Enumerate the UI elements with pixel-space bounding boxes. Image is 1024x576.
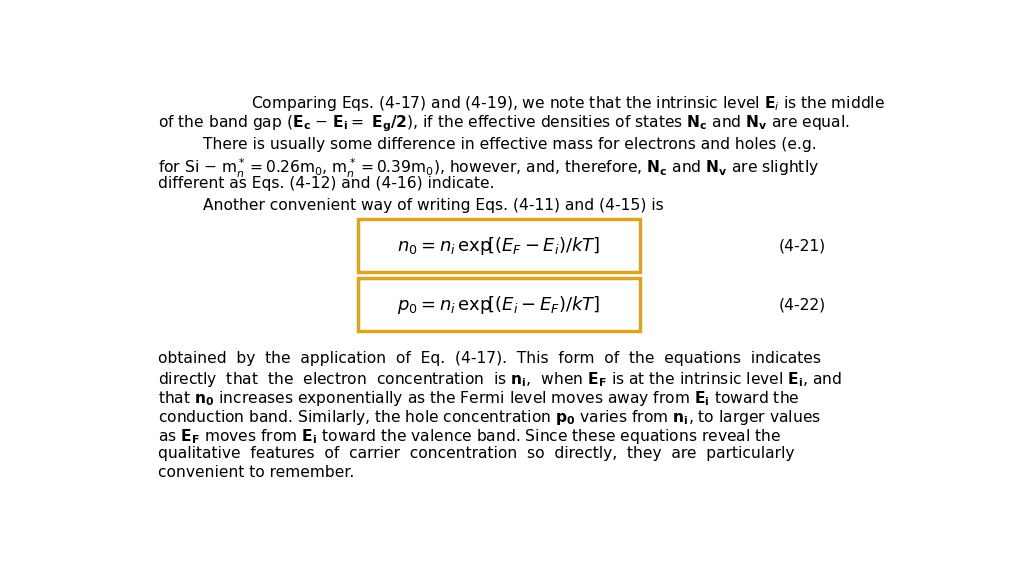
- Text: Comparing Eqs. (4-17) and (4-19), we note that the intrinsic level $\mathbf{E}_i: Comparing Eqs. (4-17) and (4-19), we not…: [251, 93, 885, 112]
- Text: that $\mathbf{n_0}$ increases exponentially as the Fermi level moves away from $: that $\mathbf{n_0}$ increases exponentia…: [158, 389, 800, 408]
- Text: different as Eqs. (4-12) and (4-16) indicate.: different as Eqs. (4-12) and (4-16) indi…: [158, 176, 495, 191]
- Text: obtained  by  the  application  of  Eq.  (4-17).  This  form  of  the  equations: obtained by the application of Eq. (4-17…: [158, 351, 821, 366]
- Text: $n_0 = n_i \,\mathrm{exp}\!\left[(E_F - E_i)/kT\right]$: $n_0 = n_i \,\mathrm{exp}\!\left[(E_F - …: [397, 234, 600, 257]
- Text: convenient to remember.: convenient to remember.: [158, 465, 354, 480]
- Text: $p_0 = n_i \,\mathrm{exp}\!\left[(E_i - E_F)/kT\right]$: $p_0 = n_i \,\mathrm{exp}\!\left[(E_i - …: [397, 294, 600, 316]
- Text: of the band gap $(\mathbf{E_c}$ $-$ $\mathbf{E_i}$$=$ $\mathbf{E_g}$$\mathbf{/2}: of the band gap $(\mathbf{E_c}$ $-$ $\ma…: [158, 113, 850, 134]
- Text: There is usually some difference in effective mass for electrons and holes (e.g.: There is usually some difference in effe…: [204, 137, 817, 151]
- Text: (4-22): (4-22): [778, 297, 826, 312]
- Text: directly  that  the  electron  concentration  is $\mathbf{n_i}$,  when $\mathbf{: directly that the electron concentration…: [158, 370, 843, 389]
- Text: for Si $-$ m$_n^*$$=0.26$m$_0$, m$_n^*$$=0.39$m$_0$), however, and, therefore, $: for Si $-$ m$_n^*$$=0.26$m$_0$, m$_n^*$$…: [158, 157, 819, 180]
- Text: Another convenient way of writing Eqs. (4-11) and (4-15) is: Another convenient way of writing Eqs. (…: [204, 198, 665, 213]
- Text: qualitative  features  of  carrier  concentration  so  directly,  they  are  par: qualitative features of carrier concentr…: [158, 446, 795, 461]
- Text: conduction band. Similarly, the hole concentration $\mathbf{p_0}$ varies from $\: conduction band. Similarly, the hole con…: [158, 408, 821, 427]
- FancyBboxPatch shape: [358, 278, 640, 331]
- Text: as $\mathbf{E_F}$ moves from $\mathbf{E_i}$ toward the valence band. Since these: as $\mathbf{E_F}$ moves from $\mathbf{E_…: [158, 427, 781, 446]
- Text: (4-21): (4-21): [778, 238, 826, 253]
- FancyBboxPatch shape: [358, 219, 640, 272]
